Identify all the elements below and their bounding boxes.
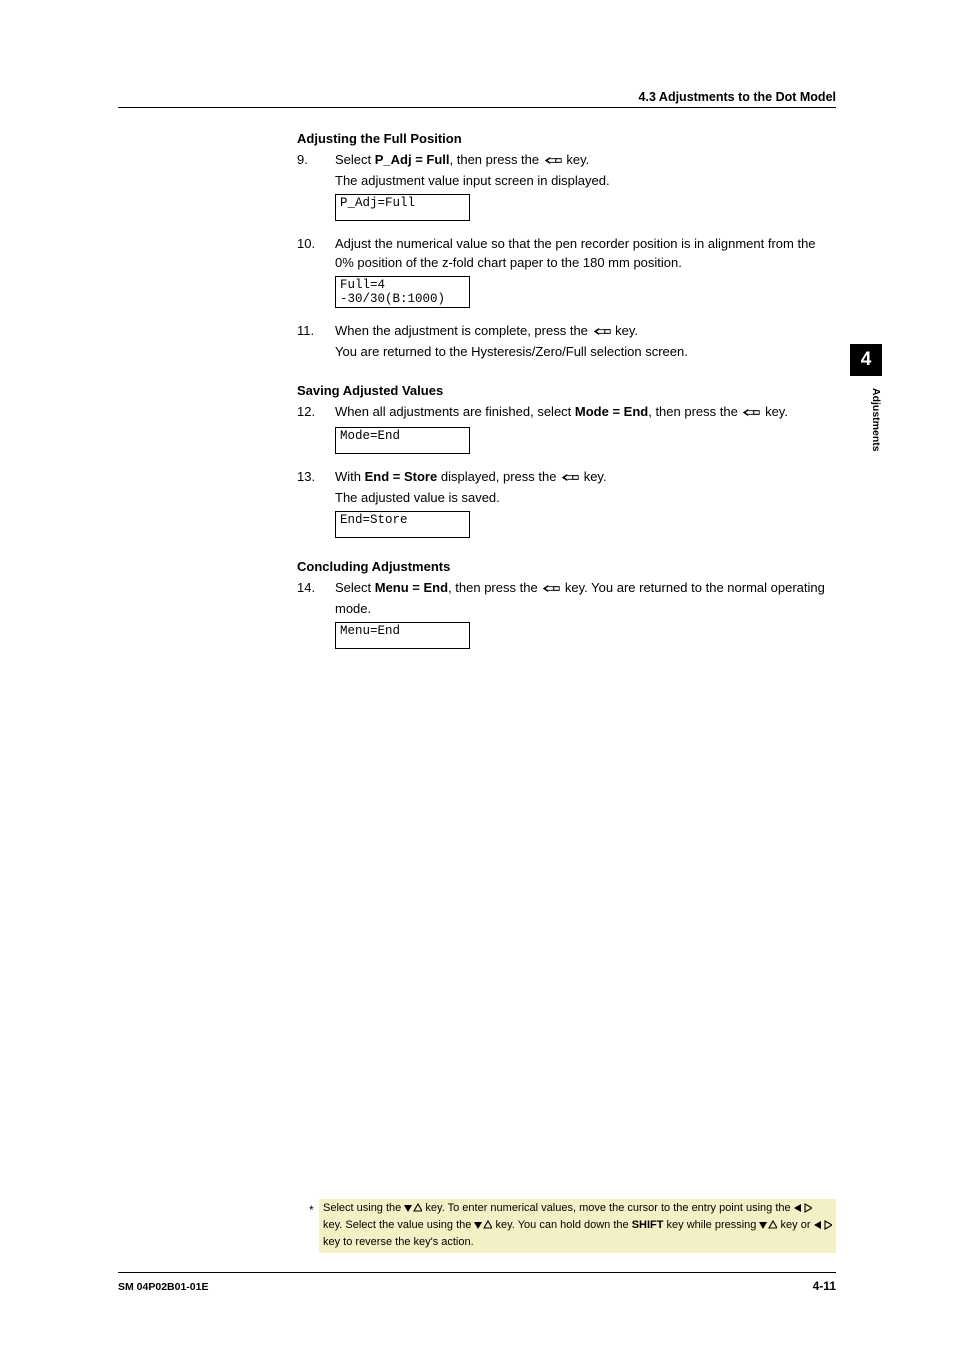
down-up-key-icon (404, 1203, 422, 1218)
text: key. (612, 323, 639, 338)
text: key to reverse the key's action. (323, 1236, 474, 1248)
step-body: When the adjustment is complete, press t… (335, 322, 837, 362)
text-bold: P_Adj = Full (375, 152, 450, 167)
text: , then press the (448, 580, 541, 595)
chapter-tab-label: Adjustments (850, 384, 882, 554)
step-number: 12. (297, 403, 335, 454)
step-number: 11. (297, 322, 335, 362)
step-11: 11. When the adjustment is complete, pre… (297, 322, 837, 362)
step-10: 10. Adjust the numerical value so that t… (297, 235, 837, 308)
footnote: * Select using the key. To enter numeric… (319, 1199, 836, 1253)
lcd-display: Full=4 -30/30(B:1000) (335, 276, 470, 309)
page: 4.3 Adjustments to the Dot Model 4 Adjus… (0, 0, 954, 1351)
text: key while pressing (663, 1219, 759, 1231)
text-bold: Mode = End (575, 404, 648, 419)
text: key. (580, 469, 607, 484)
enter-key-icon (560, 470, 580, 489)
down-up-key-icon (474, 1220, 492, 1235)
text: displayed, press the (437, 469, 560, 484)
enter-key-icon (592, 324, 612, 343)
text: You are returned to the Hysteresis/Zero/… (335, 343, 837, 362)
text: When all adjustments are finished, selec… (335, 404, 575, 419)
enter-key-icon (541, 581, 561, 600)
footer-rule (118, 1272, 836, 1273)
footer-page-number: 4-11 (813, 1279, 836, 1293)
step-12: 12. When all adjustments are finished, s… (297, 403, 837, 454)
step-14: 14. Select Menu = End, then press the ke… (297, 579, 837, 649)
step-number: 14. (297, 579, 335, 649)
body: Adjusting the Full Position 9. Select P_… (297, 130, 837, 649)
text: The adjusted value is saved. (335, 489, 837, 508)
text: key. Select the value using the (323, 1219, 474, 1231)
step-body: With End = Store displayed, press the ke… (335, 468, 837, 538)
enter-key-icon (741, 405, 761, 424)
heading-full-position: Adjusting the Full Position (297, 130, 837, 149)
step-number: 9. (297, 151, 335, 221)
chapter-tab-number: 4 (850, 344, 882, 376)
text-bold: End = Store (365, 469, 438, 484)
step-body: When all adjustments are finished, selec… (335, 403, 837, 454)
text-bold: Menu = End (375, 580, 448, 595)
heading-concluding: Concluding Adjustments (297, 558, 837, 577)
text: Select (335, 580, 375, 595)
lcd-display: End=Store (335, 511, 470, 538)
text: , then press the (648, 404, 741, 419)
down-up-key-icon (759, 1220, 777, 1235)
text: Adjust the numerical value so that the p… (335, 235, 837, 273)
lcd-display: P_Adj=Full (335, 194, 470, 221)
lcd-display: Mode=End (335, 427, 470, 454)
lcd-display: Menu=End (335, 622, 470, 649)
text-bold: SHIFT (632, 1219, 664, 1231)
text: With (335, 469, 365, 484)
text: key. To enter numerical values, move the… (422, 1202, 793, 1214)
text: Select using the (323, 1202, 404, 1214)
text: The adjustment value input screen in dis… (335, 172, 837, 191)
step-13: 13. With End = Store displayed, press th… (297, 468, 837, 538)
text: key. (563, 152, 590, 167)
step-number: 13. (297, 468, 335, 538)
text: key. (761, 404, 788, 419)
step-body: Select Menu = End, then press the key. Y… (335, 579, 837, 649)
step-body: Adjust the numerical value so that the p… (335, 235, 837, 308)
footer-document-code: SM 04P02B01-01E (118, 1281, 208, 1293)
header-rule (118, 107, 836, 108)
left-right-key-icon (794, 1203, 812, 1218)
enter-key-icon (543, 153, 563, 172)
section-number-title: 4.3 Adjustments to the Dot Model (639, 90, 836, 104)
text: When the adjustment is complete, press t… (335, 323, 592, 338)
text: , then press the (450, 152, 543, 167)
footnote-asterisk: * (309, 1202, 314, 1218)
text: Select (335, 152, 375, 167)
step-body: Select P_Adj = Full, then press the key.… (335, 151, 837, 221)
text: key. You can hold down the (492, 1219, 631, 1231)
text: key or (777, 1219, 813, 1231)
left-right-key-icon (814, 1220, 832, 1235)
step-number: 10. (297, 235, 335, 308)
step-9: 9. Select P_Adj = Full, then press the k… (297, 151, 837, 221)
heading-saving: Saving Adjusted Values (297, 382, 837, 401)
